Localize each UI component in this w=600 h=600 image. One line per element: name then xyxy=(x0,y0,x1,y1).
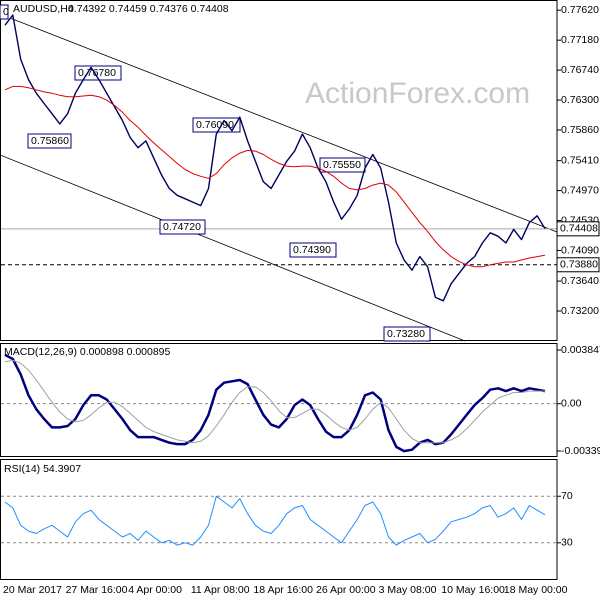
annotation-box xyxy=(192,117,241,133)
rsi-title: RSI(14) 54.3907 xyxy=(4,463,81,475)
y-tick-label: -0.003393 xyxy=(561,445,600,457)
y-tick-label: 0.74090 xyxy=(561,244,599,256)
level-label-box xyxy=(556,257,600,273)
watermark: ActionForex.com xyxy=(305,77,530,110)
x-tick-label: 18 May 00:00 xyxy=(504,584,568,596)
chart-subtitle: 0.74392 0.74459 0.74376 0.74408 xyxy=(68,3,229,15)
y-tick-label: 30 xyxy=(561,537,573,549)
y-tick-label: 0.75860 xyxy=(561,124,599,136)
x-tick-label: 11 Apr 08:00 xyxy=(191,584,250,596)
annotation: 0.76090 xyxy=(196,119,234,131)
panel-frame xyxy=(0,0,558,341)
annotation: 0.74720 xyxy=(163,221,201,233)
y-tick-label: 0.75410 xyxy=(561,154,599,166)
series-line xyxy=(4,85,546,268)
x-tick-label: 10 May 16:00 xyxy=(441,584,505,596)
current-price-label: 0.74408 xyxy=(560,223,598,235)
channel-upper xyxy=(9,17,558,233)
annotation: 0.75550 xyxy=(323,159,361,171)
x-tick-label: 27 Mar 16:00 xyxy=(66,584,128,596)
annotation-box xyxy=(159,219,206,235)
y-tick-label: 0.73640 xyxy=(561,275,599,287)
x-tick-label: 26 Apr 00:00 xyxy=(316,584,376,596)
annotation: 0.74390 xyxy=(293,244,331,256)
x-tick-label: 4 Apr 00:00 xyxy=(128,584,182,596)
annotation: 0 xyxy=(3,6,9,18)
annotation-box xyxy=(289,242,337,258)
level-label: 0.73880 xyxy=(560,259,598,271)
x-tick-label: 20 Mar 2017 xyxy=(3,584,62,596)
y-tick-label: 70 xyxy=(561,490,573,502)
annotation-box xyxy=(0,4,9,20)
x-tick-label: 18 Apr 16:00 xyxy=(253,584,313,596)
annotation-box xyxy=(319,157,366,173)
y-tick-label: 0.76300 xyxy=(561,94,599,106)
series-line xyxy=(4,14,546,302)
panel-frame xyxy=(0,459,558,580)
y-tick-label: 0.00 xyxy=(561,397,582,409)
annotation: 0.73280 xyxy=(387,328,425,340)
y-tick-label: 0.74970 xyxy=(561,184,599,196)
annotation-box xyxy=(74,65,122,81)
annotation: 0.75860 xyxy=(31,135,69,147)
annotation: 0.76780 xyxy=(78,67,116,79)
series-line xyxy=(4,353,546,453)
series-line xyxy=(4,359,545,444)
x-tick-label: 3 May 08:00 xyxy=(379,584,437,596)
channel-lower xyxy=(0,154,466,342)
y-tick-label: 0.77620 xyxy=(561,4,599,16)
annotation-box xyxy=(383,326,431,342)
series-line xyxy=(4,495,546,546)
y-tick-label: 0.73200 xyxy=(561,305,599,317)
annotation-box xyxy=(27,133,72,149)
macd-title: MACD(12,26,9) 0.000898 0.000895 xyxy=(4,346,171,358)
y-tick-label: 0.003847 xyxy=(561,344,600,356)
chart-title: AUDUSD,H4 xyxy=(13,3,74,15)
y-tick-label: 0.77180 xyxy=(561,34,599,46)
panel-frame xyxy=(0,343,558,457)
current-price-box xyxy=(556,221,600,237)
y-tick-label: 0.76740 xyxy=(561,64,599,76)
